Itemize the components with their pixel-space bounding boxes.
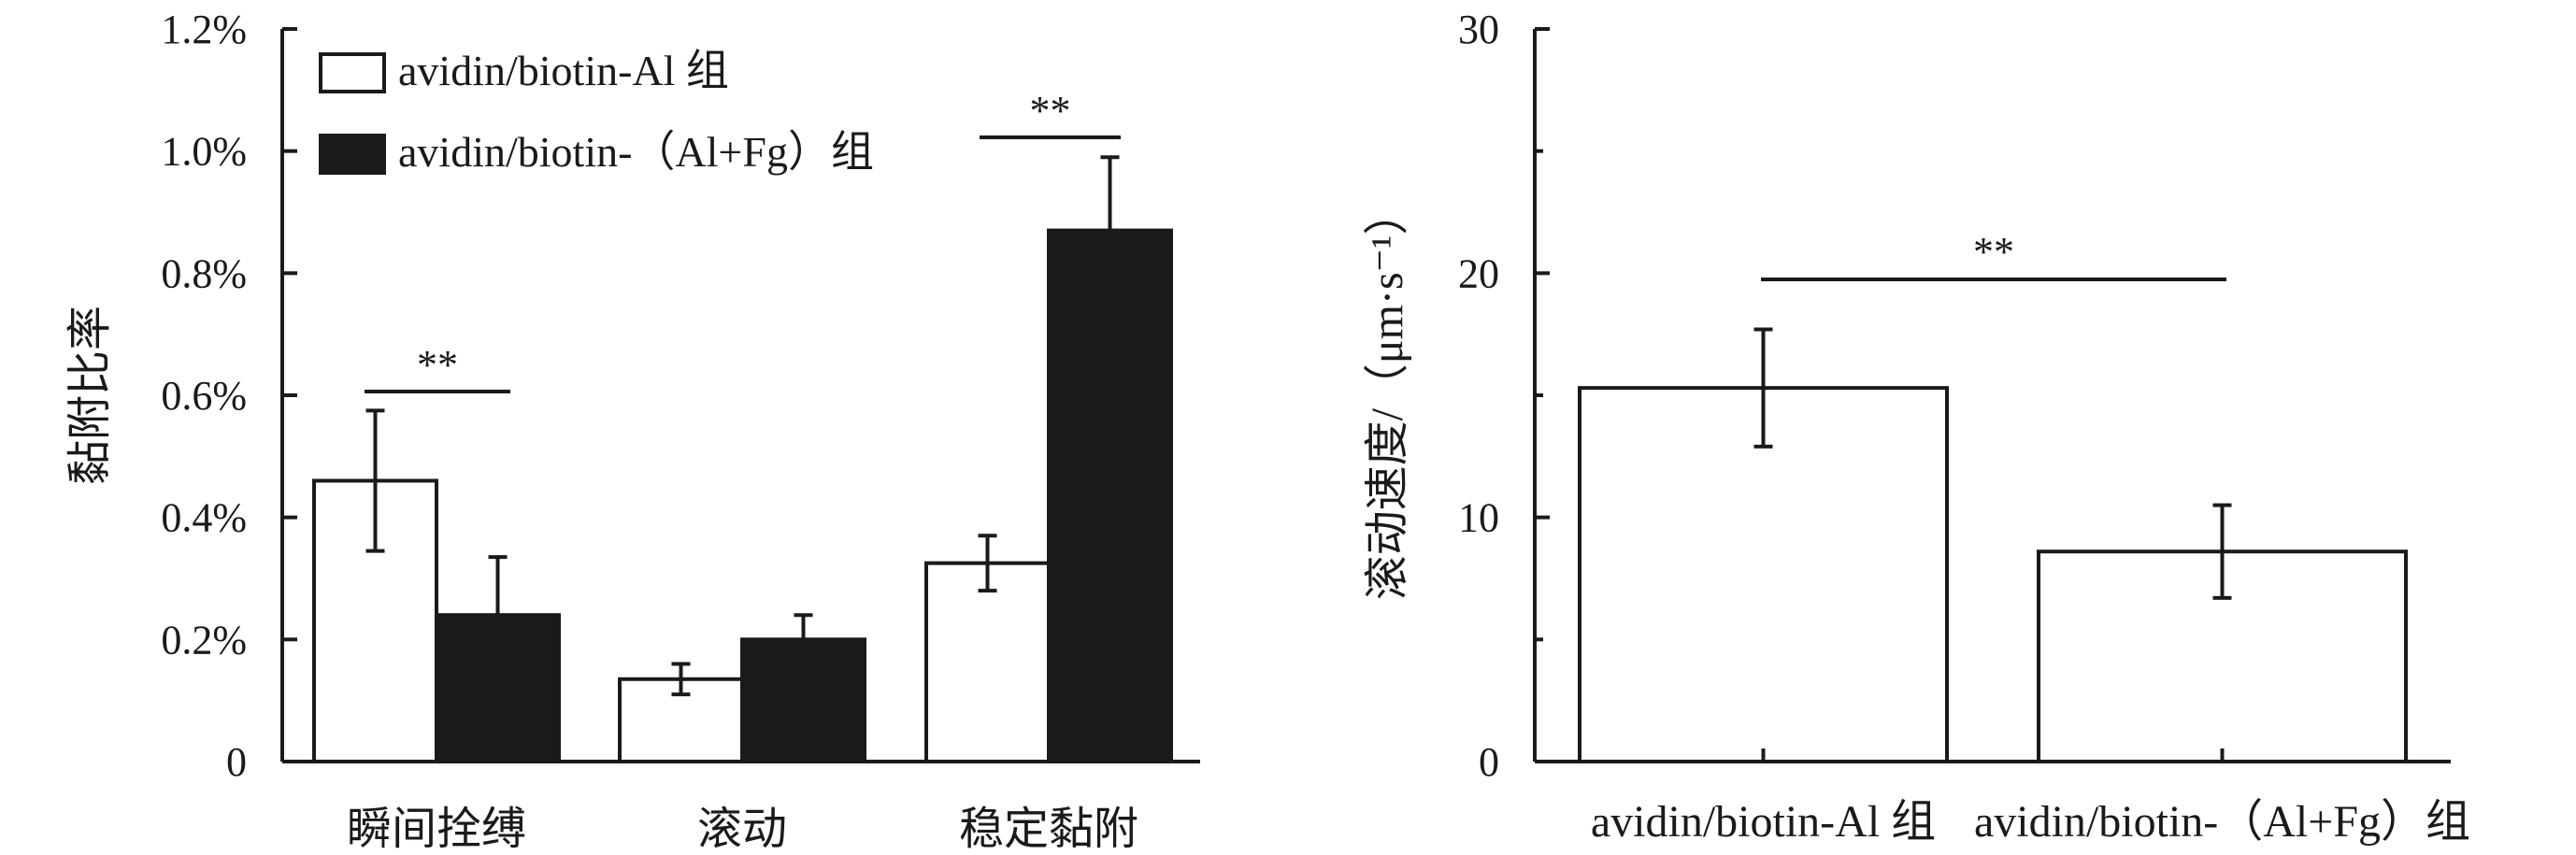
legend-swatch <box>319 134 386 175</box>
x-category-label: avidin/biotin-（Al+Fg）组 <box>1974 797 2470 847</box>
x-category-label: 稳定黏附 <box>959 805 1138 854</box>
bar-velocity-0 <box>1578 386 1949 763</box>
significance-label: ** <box>1030 88 1071 134</box>
x-category-label: 滚动 <box>697 805 787 854</box>
x-category-label: 瞬间拴缚 <box>347 805 526 854</box>
legend: avidin/biotin-Al 组 avidin/biotin-（Al+Fg）组 <box>319 47 874 176</box>
legend-label: avidin/biotin-Al 组 <box>398 47 729 94</box>
x-category-label: avidin/biotin-Al 组 <box>1591 797 1936 847</box>
y-tick-label: 30 <box>1458 7 1499 52</box>
y-tick-label: 0.2% <box>161 617 247 663</box>
bar-al-2 <box>924 561 1051 764</box>
y-tick-label: 0.8% <box>161 250 247 296</box>
y-tick-label: 1.2% <box>161 7 247 52</box>
y-tick-label: 20 <box>1458 250 1499 296</box>
y-tick-label: 1.0% <box>161 129 247 175</box>
y-tick-label: 0.6% <box>161 373 247 419</box>
y-axis-title: 滚动速度/（μm·s⁻¹） <box>1363 191 1412 601</box>
y-tick-label: 0 <box>1479 739 1499 785</box>
y-tick-label: 10 <box>1458 495 1499 541</box>
legend-swatch <box>319 52 386 93</box>
significance-label: ** <box>417 342 458 388</box>
rolling-velocity-chart: 0 10 20 30 滚动速度/（μm·s⁻¹） avidin/biotin-Al 组 av… <box>1363 7 2470 847</box>
bar-al-fg-2 <box>1047 228 1173 764</box>
y-axis-title: 黏附比率 <box>65 306 115 485</box>
legend-label: avidin/biotin-（Al+Fg）组 <box>398 128 874 176</box>
significance-label: ** <box>1973 229 2014 275</box>
y-tick-label: 0.4% <box>161 495 247 541</box>
y-tick-label: 0 <box>226 739 247 785</box>
